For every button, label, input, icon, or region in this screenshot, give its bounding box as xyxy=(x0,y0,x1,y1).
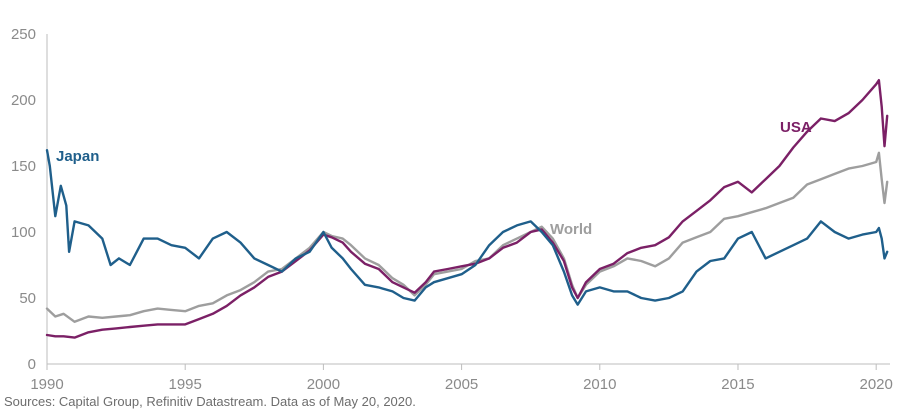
x-tick-label: 2015 xyxy=(721,376,754,393)
chart-axes: 0 50 100 150 200 250 1990 1995 2000 2005 2010 2015 2… xyxy=(11,26,893,393)
y-tick-label: 250 xyxy=(11,26,36,43)
x-tick-label: 1990 xyxy=(30,376,63,393)
series-line-usa xyxy=(45,78,889,339)
series-line-japan xyxy=(45,148,889,306)
source-footnote: Sources: Capital Group, Refinitiv Datast… xyxy=(4,394,416,409)
y-tick-label: 100 xyxy=(11,224,36,241)
y-tick-label: 50 xyxy=(19,290,36,307)
y-tick-label: 0 xyxy=(28,356,36,373)
x-tick-label: 1995 xyxy=(169,376,202,393)
series-labels: Japan USA World xyxy=(56,119,812,238)
x-tick-label: 2020 xyxy=(859,376,892,393)
chart-series-lines xyxy=(45,78,889,339)
x-tick-label: 2000 xyxy=(307,376,340,393)
y-tick-label: 200 xyxy=(11,92,36,109)
series-label-usa: USA xyxy=(780,119,812,136)
series-label-world: World xyxy=(550,221,592,238)
x-tick-label: 2005 xyxy=(445,376,478,393)
y-tick-label: 150 xyxy=(11,158,36,175)
series-label-japan: Japan xyxy=(56,148,99,165)
series-line-world xyxy=(45,151,889,323)
x-tick-label: 2010 xyxy=(583,376,616,393)
